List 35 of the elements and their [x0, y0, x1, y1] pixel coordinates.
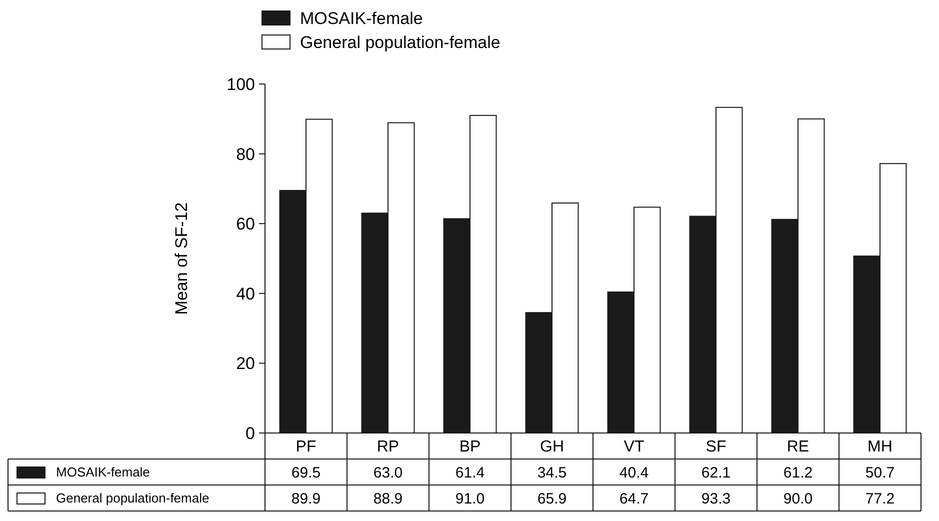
data-label: 62.1 [701, 464, 731, 482]
text: MOSAIK-female [300, 8, 423, 28]
y-tick-label: 20 [236, 354, 255, 374]
data-label: 34.5 [537, 464, 567, 482]
x-tick-label: RP [376, 438, 400, 456]
data-label: 93.3 [701, 490, 731, 508]
data-label: 63.0 [373, 464, 403, 482]
data-label: 90.0 [783, 490, 813, 508]
y-tick-label: 60 [236, 214, 255, 234]
data-label: 88.9 [373, 490, 403, 508]
data-label: 61.4 [455, 464, 485, 482]
y-tick-label: 100 [226, 74, 255, 94]
x-tick-label: VT [624, 438, 644, 456]
y-axis-title: Mean of SF-12 [172, 202, 191, 315]
y-tick-label: 40 [236, 284, 255, 304]
data-label: 69.5 [291, 464, 321, 482]
data-label: 91.0 [455, 490, 485, 508]
x-tick-label: RE [786, 438, 810, 456]
x-tick-label: PF [296, 438, 316, 456]
x-tick-label: SF [706, 438, 726, 456]
data-label: 40.4 [619, 464, 649, 482]
data-label: 77.2 [865, 490, 895, 508]
data-label: 61.2 [783, 464, 813, 482]
text: General population-female [56, 490, 210, 506]
data-label: 89.9 [291, 490, 321, 508]
data-label: 64.7 [619, 490, 649, 508]
x-tick-label: BP [459, 438, 481, 456]
legend-label: MOSAIK-female [56, 464, 150, 480]
data-label: 50.7 [865, 464, 895, 482]
legend-label: General population-female [300, 32, 500, 52]
x-tick-label: GH [540, 438, 564, 456]
y-tick-label: 0 [246, 424, 255, 443]
x-tick-label: MH [868, 438, 892, 456]
data-label: 65.9 [537, 490, 567, 508]
y-tick-label: 80 [236, 144, 255, 164]
